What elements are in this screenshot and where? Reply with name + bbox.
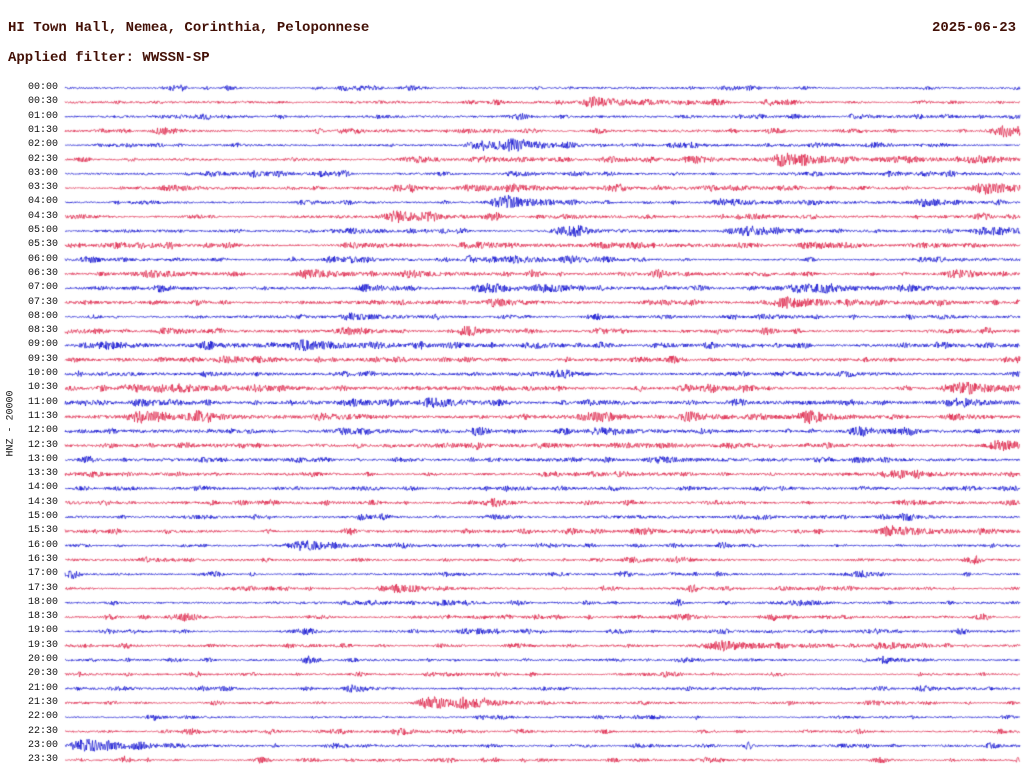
- time-label: 01:30: [27, 124, 58, 136]
- applied-filter-label: Applied filter: WWSSN-SP: [8, 50, 210, 66]
- station-title: HI Town Hall, Nemea, Corinthia, Peloponn…: [8, 20, 370, 36]
- time-label: 14:30: [27, 496, 58, 508]
- time-label: 20:00: [27, 654, 58, 665]
- time-label: 02:30: [27, 153, 58, 165]
- time-label: 17:30: [27, 582, 58, 594]
- time-label: 18:30: [27, 611, 58, 623]
- time-label: 04:00: [27, 196, 58, 208]
- time-label: 21:00: [27, 682, 58, 694]
- time-label: 20:30: [27, 668, 58, 680]
- time-label: 13:30: [27, 468, 58, 480]
- time-label: 08:30: [27, 325, 58, 337]
- time-label: 18:00: [27, 596, 58, 608]
- time-label: 23:00: [27, 739, 58, 751]
- time-label: 12:00: [27, 425, 58, 437]
- time-label: 16:00: [27, 539, 58, 551]
- time-label: 16:30: [27, 553, 58, 565]
- time-label: 07:30: [27, 296, 58, 308]
- time-label: 19:30: [27, 639, 58, 651]
- time-label: 12:30: [27, 439, 58, 451]
- time-label: 01:00: [27, 110, 58, 122]
- time-label: 22:30: [27, 725, 58, 737]
- time-label: 05:00: [27, 225, 58, 236]
- time-label: 21:30: [27, 696, 58, 708]
- time-label: 00:00: [27, 82, 58, 93]
- time-label: 23:30: [27, 754, 58, 766]
- time-label: 05:30: [27, 239, 58, 251]
- time-label: 15:00: [27, 511, 58, 522]
- time-label: 02:00: [27, 139, 58, 151]
- time-axis: 00:00 00:30 01:00 01:30 02:00 02:30 03:00 03:30…: [0, 0, 60, 780]
- time-label: 11:00: [27, 396, 58, 408]
- time-label: 14:00: [27, 482, 58, 494]
- time-label: 03:00: [27, 167, 58, 179]
- time-label: 10:00: [27, 368, 58, 379]
- time-label: 07:00: [27, 282, 58, 294]
- time-label: 17:00: [27, 568, 58, 580]
- time-label: 08:00: [27, 310, 58, 322]
- time-label: 00:30: [27, 96, 58, 108]
- time-label: 06:00: [27, 253, 58, 265]
- record-date: 2025-06-23: [931, 20, 1016, 36]
- time-label: 11:30: [27, 410, 58, 422]
- time-label: 10:30: [27, 382, 58, 394]
- time-label: 04:30: [27, 210, 58, 222]
- time-label: 09:30: [27, 353, 58, 365]
- time-label: 22:00: [27, 711, 58, 723]
- time-label: 13:00: [27, 453, 58, 465]
- time-label: 15:30: [27, 525, 58, 537]
- time-label: 19:00: [27, 625, 58, 637]
- time-label: 03:30: [27, 182, 58, 194]
- time-label: 09:00: [27, 339, 58, 351]
- time-label: 06:30: [27, 267, 58, 279]
